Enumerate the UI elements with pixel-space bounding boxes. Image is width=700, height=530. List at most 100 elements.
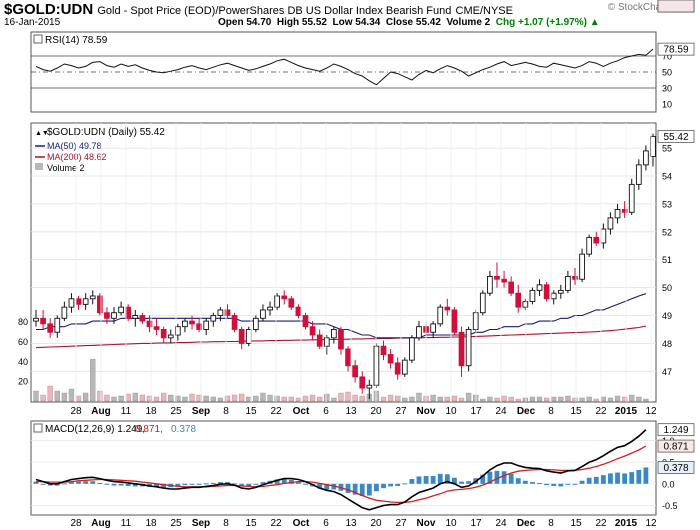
volume-bar	[281, 396, 287, 402]
volume-bar	[593, 398, 599, 402]
volume-bar	[231, 394, 238, 402]
candle-body	[189, 320, 195, 325]
volume-bar	[274, 395, 280, 402]
macd-histogram-bar	[296, 481, 301, 484]
volume-bar	[600, 396, 607, 402]
volume-bar	[260, 392, 266, 402]
candle-body	[146, 320, 153, 328]
volume-bar	[47, 385, 53, 402]
macd-last-label-box	[657, 423, 695, 437]
macd-histogram-bar	[643, 467, 649, 484]
candle-body	[593, 236, 600, 244]
macd-histogram-bar	[246, 483, 252, 487]
macd-histogram-bar	[69, 481, 74, 484]
macd-x-axis-label: 22	[270, 518, 282, 529]
price-x-axis-label: 15	[245, 406, 257, 417]
volume-bar	[416, 392, 422, 402]
macd-histogram-bar	[175, 483, 181, 487]
candle-legend-icon: ▲▼	[35, 130, 49, 137]
candle-body	[61, 306, 68, 319]
volume-bar	[437, 396, 443, 402]
macd-histogram-bar	[90, 481, 96, 484]
macd-histogram-bar	[54, 483, 60, 486]
chart-title: $GOLD:UDN Gold - Spot Price (EOD)/PowerS…	[4, 1, 513, 18]
macd-x-axis-label: 25	[170, 518, 182, 529]
price-x-axis-label: 11	[121, 406, 132, 417]
candle-body	[628, 183, 635, 213]
candle-body	[260, 309, 266, 319]
volume-bar	[33, 390, 39, 402]
candle-body	[253, 317, 259, 330]
candle-body	[274, 295, 280, 308]
macd-x-axis-label: 22	[595, 518, 607, 529]
candle-body	[643, 150, 649, 166]
volume-legend-label: Volume 2	[47, 163, 85, 173]
macd-x-axis-label: 13	[345, 518, 357, 529]
volume-bar	[536, 396, 543, 402]
signal-last-label: 0.871	[663, 442, 688, 453]
volume-tick-label: 20	[18, 377, 28, 387]
candle-body	[579, 253, 585, 280]
macd-x-axis-label: 15	[570, 518, 582, 529]
volume-bar	[239, 393, 245, 402]
volume-bar	[558, 396, 564, 402]
candle-body	[565, 276, 571, 291]
candle-body	[47, 323, 54, 333]
candle-body	[550, 292, 557, 300]
price-x-axis-label: 17	[470, 406, 482, 417]
price-x-axis-label: Dec	[517, 406, 536, 417]
macd-histogram-bar	[366, 483, 372, 496]
volume-bar	[586, 396, 592, 402]
volume-bar	[132, 392, 138, 402]
macd-histogram-bar	[494, 470, 500, 484]
macd-x-axis-label: Nov	[417, 518, 436, 529]
macd-x-axis-label: 27	[395, 518, 407, 529]
ma200-last-label: 48.62	[663, 0, 688, 3]
macd-histogram-bar	[189, 483, 195, 485]
volume-bar	[40, 394, 46, 402]
volume-bar	[295, 397, 302, 402]
macd-histogram-bar	[508, 473, 514, 484]
price-tick-label: 55	[662, 144, 672, 154]
volume-bar	[359, 395, 365, 402]
volume-bar	[430, 394, 436, 402]
price-x-axis-label: 6	[323, 406, 329, 417]
volume-bar	[302, 395, 309, 402]
candle-body	[288, 298, 295, 308]
candle-body	[359, 376, 366, 389]
volume-bar	[387, 394, 394, 402]
macd-histogram-bar	[352, 483, 358, 495]
volume-bar	[125, 393, 131, 402]
candle-body	[444, 306, 451, 311]
macd-histogram-bar	[317, 483, 323, 489]
macd-histogram-bar	[466, 481, 472, 484]
macd-x-axis-label: 12	[645, 518, 657, 529]
volume-bar	[579, 397, 585, 402]
volume-bar	[487, 396, 493, 402]
candle-body	[621, 209, 628, 213]
macd-histogram-bar	[530, 482, 535, 484]
volume-bar	[288, 396, 294, 402]
candle-body	[104, 312, 110, 319]
volume-bar	[629, 394, 635, 402]
volume-bar	[75, 395, 82, 402]
candle-body	[373, 345, 380, 386]
histogram-legend-label: 0.378	[171, 424, 196, 435]
candle-body	[494, 276, 500, 280]
macd-histogram-bar	[104, 483, 110, 485]
macd-histogram-bar	[423, 476, 429, 484]
macd-x-axis-label: Sep	[192, 518, 210, 529]
macd-x-axis-label: 10	[445, 518, 457, 529]
macd-tick-label: 0.0	[662, 479, 675, 489]
macd-histogram-bar	[132, 483, 138, 487]
candle-body	[182, 320, 188, 328]
candle-body	[451, 309, 458, 333]
macd-legend-label: MACD(12,26,9) 1.249,	[45, 424, 145, 435]
volume-bar	[402, 397, 408, 402]
candle-body	[416, 326, 422, 339]
candle-body	[338, 329, 344, 350]
macd-x-axis-label: 28	[70, 518, 82, 529]
volume-bar	[451, 395, 458, 402]
candle-body	[352, 365, 358, 378]
macd-histogram-bar	[501, 471, 507, 484]
